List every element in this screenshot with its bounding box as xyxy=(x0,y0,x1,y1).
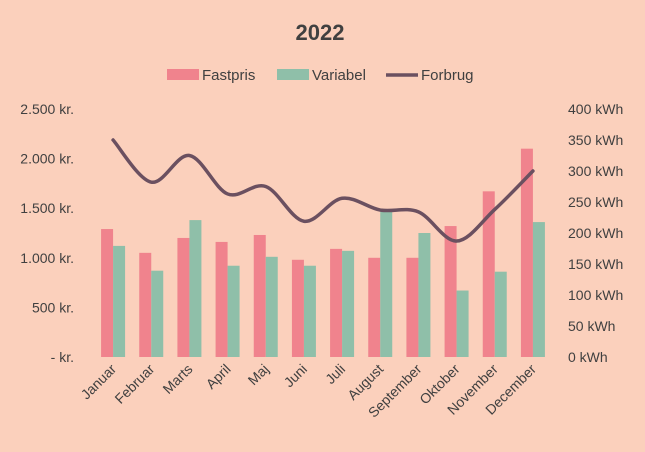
bar-fastpris-oktober xyxy=(444,226,457,357)
bar-fastpris-maj xyxy=(253,234,266,357)
x-tick-label: Maj xyxy=(245,361,272,388)
x-tick-label: Marts xyxy=(159,361,195,397)
bar-series xyxy=(101,148,545,357)
bar-variabel-september xyxy=(418,233,431,357)
bar-fastpris-februar xyxy=(139,252,152,357)
bar-variabel-juli xyxy=(342,250,355,357)
line-series xyxy=(111,138,535,243)
bar-variabel-januar xyxy=(113,245,126,357)
bar-fastpris-juli xyxy=(330,248,343,357)
bar-variabel-oktober xyxy=(456,290,469,357)
y-left-tick-label: 1.500 kr. xyxy=(20,200,74,216)
x-tick-label: April xyxy=(203,361,234,392)
y-right-tick-label: 150 kWh xyxy=(568,256,623,272)
y-left-tick-label: 500 kr. xyxy=(32,299,74,315)
x-tick-label: Juni xyxy=(281,361,310,390)
legend-label-variabel: Variabel xyxy=(312,67,366,84)
bar-variabel-februar xyxy=(151,270,164,357)
bar-variabel-april xyxy=(227,265,240,357)
y-right-tick-label: 50 kWh xyxy=(568,318,615,334)
bar-fastpris-juni xyxy=(291,259,304,357)
legend-label-forbrug: Forbrug xyxy=(421,67,474,84)
y-right-tick-label: 200 kWh xyxy=(568,225,623,241)
y-right-tick-label: 300 kWh xyxy=(568,163,623,179)
y-right-tick-label: 100 kWh xyxy=(568,287,623,303)
x-tick-label: Juli xyxy=(322,361,348,387)
y-left-axis: - kr. 500 kr. 1.000 kr. 1.500 kr. 2.000 kr. 2… xyxy=(20,101,74,365)
bar-fastpris-september xyxy=(406,257,419,357)
bar-variabel-juni xyxy=(303,265,316,357)
bar-fastpris-december xyxy=(520,148,533,357)
y-left-tick-label: 2.000 kr. xyxy=(20,151,74,167)
x-tick-label: Februar xyxy=(111,361,157,407)
y-right-tick-label: 250 kWh xyxy=(568,194,623,210)
y-right-tick-label: 0 kWh xyxy=(568,349,608,365)
y-right-tick-label: 400 kWh xyxy=(568,101,623,117)
bar-variabel-december xyxy=(532,222,545,357)
bar-fastpris-august xyxy=(368,257,381,357)
line-forbrug xyxy=(111,138,535,243)
bar-variabel-november xyxy=(494,271,507,357)
bar-fastpris-april xyxy=(215,241,228,357)
bar-fastpris-marts xyxy=(177,237,190,357)
y-left-tick-label: 2.500 kr. xyxy=(20,101,74,117)
y-left-tick-label: 1.000 kr. xyxy=(20,250,74,266)
chart-title: 2022 xyxy=(296,20,345,45)
bar-variabel-maj xyxy=(265,256,278,357)
y-left-tick-label: - kr. xyxy=(51,349,74,365)
legend-swatch-variabel xyxy=(277,69,309,80)
bar-fastpris-november xyxy=(482,191,495,357)
y-right-axis: 0 kWh 50 kWh 100 kWh 150 kWh 200 kWh 250 kWh 3… xyxy=(568,101,623,365)
legend-label-fastpris: Fastpris xyxy=(202,67,255,84)
bar-variabel-marts xyxy=(189,220,202,357)
bar-variabel-august xyxy=(380,210,393,357)
legend-swatch-fastpris xyxy=(167,69,199,80)
bar-fastpris-januar xyxy=(101,229,114,357)
y-right-tick-label: 350 kWh xyxy=(568,132,623,148)
legend: Fastpris Variabel Forbrug xyxy=(167,67,474,84)
